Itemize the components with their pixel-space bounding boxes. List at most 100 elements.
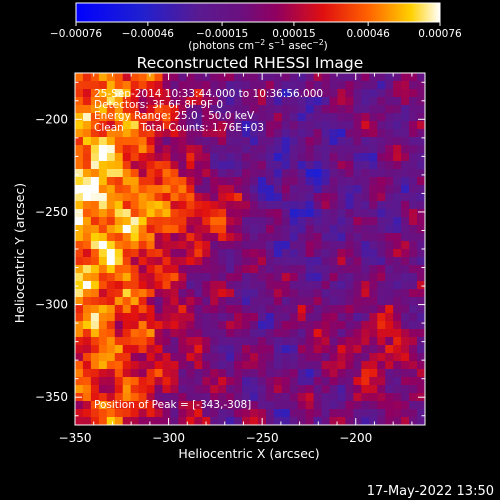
heatmap-pixel [393,129,402,138]
heatmap-pixel [178,233,187,242]
heatmap-pixel [369,225,378,234]
heatmap-pixel [114,321,124,330]
heatmap-pixel [162,89,171,98]
heatmap-pixel [186,217,195,226]
heatmap-pixel [273,417,283,425]
heatmap-pixel [289,193,299,202]
heatmap-pixel [98,129,108,138]
heatmap-pixel [138,377,147,386]
heatmap-pixel [377,105,386,114]
heatmap-pixel [186,289,195,298]
heatmap-pixel [75,81,84,90]
heatmap-pixel [353,185,362,194]
heatmap-pixel [409,73,418,82]
heatmap-pixel [75,305,84,314]
heatmap-pixel [265,385,275,394]
heatmap-pixel [353,321,362,330]
heatmap-pixel [305,305,315,314]
heatmap-pixel [234,401,243,410]
heatmap-pixel [401,417,410,425]
heatmap-pixel [353,409,362,418]
heatmap-pixel [401,265,410,274]
heatmap-pixel [417,153,425,162]
heatmap-pixel [297,329,307,338]
heatmap-pixel [186,393,195,402]
heatmap-pixel [114,201,124,210]
heatmap-pixel [186,377,195,386]
heatmap-pixel [106,417,116,425]
heatmap-pixel [162,273,171,282]
heatmap-pixel [114,241,124,250]
heatmap-pixel [234,169,243,178]
heatmap-pixel [393,137,402,146]
heatmap-pixel [122,249,132,258]
heatmap-pixel [305,265,315,274]
heatmap-pixel [289,337,299,346]
heatmap-pixel [90,345,100,354]
heatmap-pixel [321,337,330,346]
heatmap-pixel [146,185,155,194]
heatmap-pixel [130,113,140,122]
heatmap-pixel [106,289,116,298]
heatmap-pixel [146,289,155,298]
heatmap-pixel [114,345,124,354]
heatmap-pixel [162,225,171,234]
heatmap-pixel [417,129,425,138]
heatmap-pixel [393,89,402,98]
heatmap-pixel [114,353,124,362]
heatmap-pixel [82,385,92,394]
heatmap-pixel [226,265,235,274]
heatmap-pixel [329,321,338,330]
heatmap-pixel [289,377,299,386]
heatmap-pixel [210,385,219,394]
heatmap-pixel [210,73,219,82]
heatmap-pixel [329,193,338,202]
heatmap-pixel [146,409,155,418]
heatmap-pixel [281,361,291,370]
heatmap-pixel [417,257,425,266]
heatmap-pixel [98,89,108,98]
heatmap-pixel [369,273,378,282]
y-tick-label: −200 [35,112,68,126]
heatmap-pixel [90,233,100,242]
heatmap-pixel [353,305,362,314]
heatmap-pixel [226,169,235,178]
heatmap-pixel [377,385,386,394]
heatmap-pixel [257,185,267,194]
heatmap-pixel [417,185,425,194]
heatmap-pixel [90,73,100,82]
heatmap-pixel [257,409,267,418]
heatmap-pixel [210,97,219,106]
heatmap-pixel [281,305,291,314]
heatmap-pixel [353,249,362,258]
heatmap-pixel [186,329,195,338]
heatmap-pixel [377,273,386,282]
heatmap-pixel [75,297,84,306]
heatmap-pixel [321,393,330,402]
heatmap-pixel [289,241,299,250]
heatmap-pixel [313,233,322,242]
heatmap-pixel [75,353,84,362]
heatmap-pixel [305,329,315,338]
heatmap-pixel [393,273,402,282]
heatmap-pixel [234,369,243,378]
heatmap-pixel [329,241,338,250]
heatmap-pixel [234,337,243,346]
heatmap-pixel [186,177,195,186]
heatmap-pixel [337,177,346,186]
heatmap-pixel [75,321,84,330]
heatmap-pixel [369,105,378,114]
heatmap-pixel [361,417,370,425]
heatmap-pixel [321,297,330,306]
heatmap-pixel [82,185,92,194]
x-tick-label: −300 [152,431,185,445]
heatmap-pixel [369,353,378,362]
heatmap-pixel [90,169,100,178]
heatmap-pixel [401,169,410,178]
heatmap-pixel [289,313,299,322]
heatmap-pixel [353,81,362,90]
heatmap-pixel [162,137,171,146]
heatmap-pixel [257,209,267,218]
heatmap-pixel [385,305,394,314]
heatmap-pixel [377,393,386,402]
